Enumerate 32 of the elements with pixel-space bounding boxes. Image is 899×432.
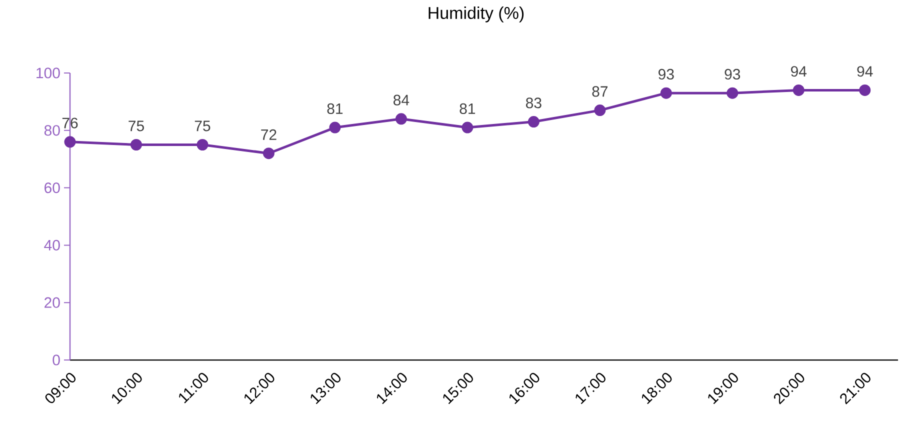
data-label: 93	[658, 68, 674, 80]
data-label: 94	[857, 66, 873, 77]
data-label: 87	[592, 86, 608, 97]
point	[329, 122, 341, 134]
y-tick-label: 80	[44, 125, 60, 136]
y-tick-label: 0	[52, 354, 60, 366]
point	[462, 122, 474, 134]
data-label: 93	[724, 68, 740, 80]
y-tick-label: 40	[44, 240, 60, 251]
point	[859, 84, 871, 96]
point	[660, 87, 672, 99]
y-tick-label: 60	[44, 182, 60, 194]
point	[262, 148, 274, 160]
point	[196, 139, 208, 150]
chart-title: Humidity (%)	[428, 6, 524, 22]
data-label: 84	[394, 94, 410, 106]
point	[594, 104, 606, 116]
y-tick-label: 20	[44, 297, 60, 308]
point	[528, 116, 540, 128]
data-label: 83	[526, 98, 542, 108]
point	[64, 136, 76, 148]
point	[792, 84, 804, 96]
y-tick-label: 100	[36, 68, 60, 78]
data-label: 94	[791, 66, 807, 77]
point	[130, 139, 142, 150]
point	[726, 87, 738, 99]
point	[395, 113, 407, 125]
data-label: 75	[128, 120, 144, 132]
data-label: 75	[194, 120, 210, 132]
data-label: 81	[460, 103, 476, 114]
data-label: 81	[327, 103, 343, 114]
data-label: 72	[261, 129, 276, 140]
